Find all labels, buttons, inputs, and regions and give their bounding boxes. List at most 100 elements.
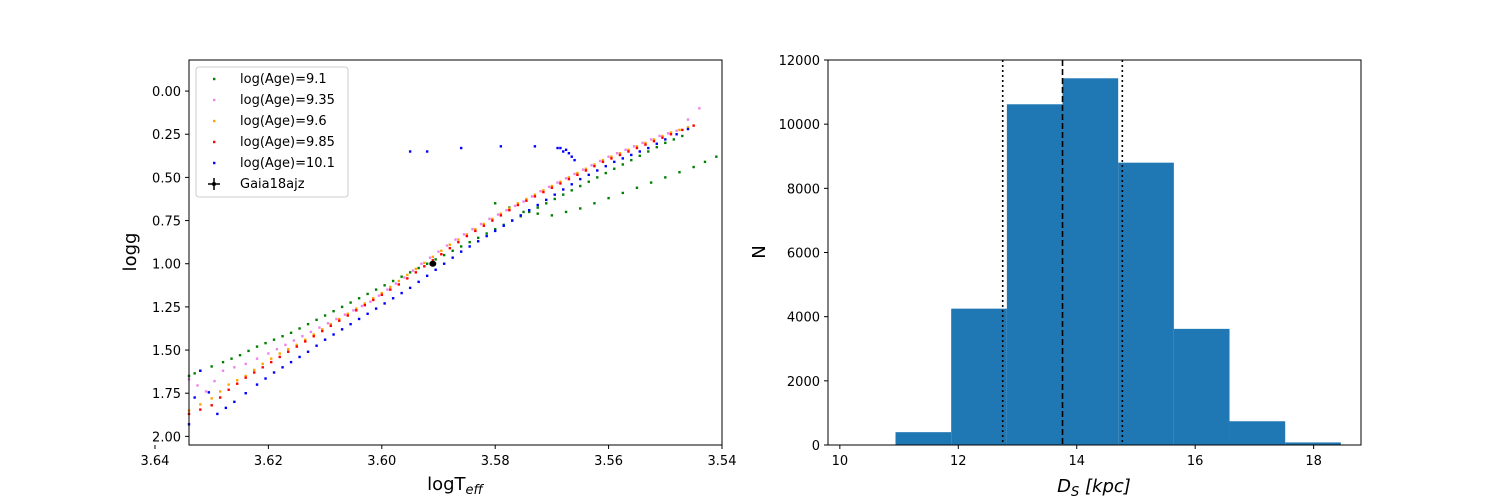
scatter-point: [482, 222, 486, 226]
scatter-point: [244, 392, 247, 395]
scatter-point: [635, 145, 639, 148]
scatter-point: [635, 186, 639, 189]
scatter-point: [459, 146, 463, 150]
scatter-point: [550, 184, 554, 188]
y-tick-label: 4000: [787, 311, 820, 326]
scatter-point: [598, 159, 602, 163]
scatter-point: [434, 268, 437, 271]
scatter-point: [661, 134, 664, 138]
scatter-point: [482, 224, 486, 227]
scatter-point: [360, 304, 364, 308]
series-2: [187, 126, 690, 412]
scatter-point: [267, 352, 270, 355]
scatter-point: [613, 167, 616, 170]
scatter-point: [454, 238, 457, 241]
scatter-point: [349, 301, 352, 304]
scatter-point: [678, 171, 681, 174]
scatter-point: [474, 227, 477, 231]
scatter-point: [525, 197, 528, 201]
scatter-point: [664, 141, 667, 145]
scatter-point: [199, 408, 202, 411]
scatter-point: [332, 309, 335, 313]
scatter-point: [630, 153, 633, 157]
scatter-point: [442, 253, 446, 257]
scatter-point: [511, 219, 514, 222]
scatter-point: [536, 206, 539, 209]
scatter-point: [408, 150, 412, 153]
scatter-point: [567, 176, 571, 179]
scatter-point: [414, 267, 418, 271]
scatter-point: [539, 190, 542, 193]
scatter-point: [556, 181, 559, 184]
scatter-point: [618, 152, 622, 155]
scatter-point: [530, 195, 534, 198]
legend-target-marker: [212, 182, 216, 186]
scatter-point: [448, 246, 452, 250]
x-tick-label: 3.62: [254, 454, 283, 469]
scatter-point: [363, 303, 366, 307]
scatter-point: [275, 347, 279, 351]
y-tick-label: 0.50: [152, 171, 181, 186]
legend-marker: [213, 140, 216, 144]
scatter-point: [621, 163, 624, 166]
scatter-point: [304, 338, 307, 341]
scatter-point: [199, 403, 202, 406]
scatter-point: [352, 309, 355, 312]
scatter-point: [610, 157, 613, 160]
scatter-point: [340, 328, 344, 331]
scatter-point: [499, 212, 503, 215]
scatter-point: [357, 317, 361, 321]
scatter-point: [374, 288, 378, 291]
scatter-point: [664, 138, 667, 141]
scatter-point: [579, 177, 582, 181]
scatter-point: [536, 203, 539, 207]
scatter-point: [244, 376, 247, 379]
scatter-point: [476, 240, 480, 243]
legend-box: [195, 66, 349, 198]
scatter-point: [221, 360, 225, 364]
scatter-point: [627, 148, 630, 151]
scatter-point: [377, 294, 381, 297]
scatter-point: [340, 305, 344, 309]
scatter-point: [406, 277, 409, 280]
hr-diagram-panel: 3.64 3.62 3.60 3.58 3.56 3.54 0.00 0.25 0.50 0.7…: [120, 59, 736, 498]
scatter-point: [244, 374, 247, 378]
scatter-point: [414, 271, 418, 274]
y-tick-label: 0.00: [152, 85, 181, 100]
y-tick-label: 8000: [787, 182, 820, 197]
legend-label: log(Age)=9.35: [240, 93, 335, 108]
y-tick-label: 0.25: [152, 128, 181, 143]
scatter-point: [499, 214, 503, 217]
y-tick-label: 10000: [779, 118, 820, 133]
scatter-point: [321, 329, 324, 333]
scatter-point: [346, 312, 349, 315]
scatter-point: [218, 396, 222, 399]
scatter-point: [323, 314, 327, 317]
legend-marker: [213, 161, 216, 165]
x-tick-label: 16: [1187, 454, 1204, 469]
scatter-point: [442, 262, 446, 265]
scatter-point: [522, 200, 525, 203]
scatter-point: [346, 314, 349, 317]
scatter-point: [644, 141, 647, 145]
scatter-point: [562, 193, 565, 196]
scatter-point: [596, 169, 599, 172]
scatter-point: [417, 280, 420, 284]
scatter-point: [431, 255, 435, 259]
scatter-point: [652, 139, 656, 143]
scatter-point: [459, 250, 463, 253]
scatter-point: [218, 390, 222, 393]
scatter-point: [425, 262, 429, 265]
target-marker: [429, 260, 437, 267]
scatter-point: [440, 253, 443, 256]
scatter-point: [295, 345, 298, 348]
scatter-point: [207, 391, 211, 394]
scatter-point: [193, 372, 196, 375]
scatter-point: [216, 412, 219, 416]
y-tick-label: 1.25: [152, 301, 181, 316]
scatter-point: [493, 227, 497, 231]
scatter-point: [686, 118, 690, 121]
scatter-point: [312, 333, 315, 336]
scatter-point: [383, 302, 386, 305]
scatter-point: [255, 345, 259, 348]
